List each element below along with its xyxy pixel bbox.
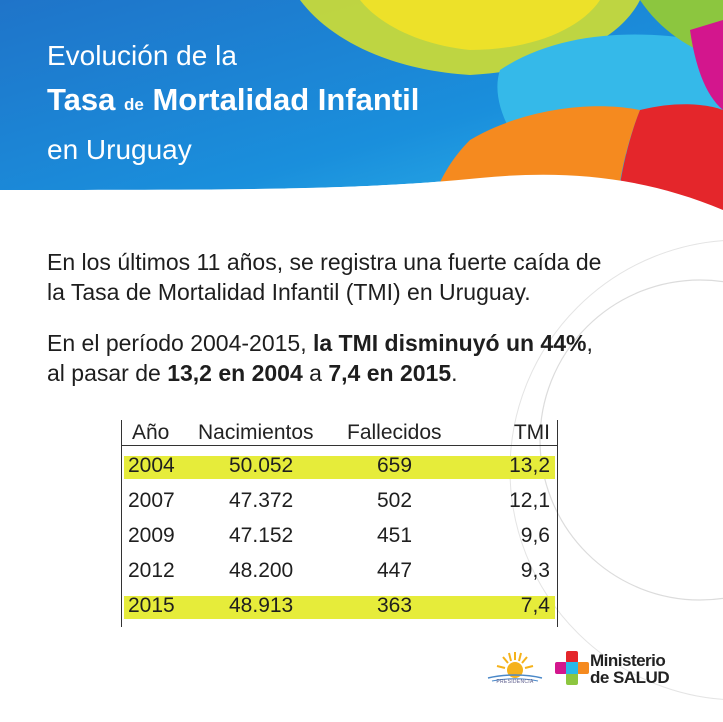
row-highlight <box>124 456 555 479</box>
intro-line-1: En los últimos 11 años, se registra una … <box>47 249 602 275</box>
header-births: Nacimientos <box>198 421 314 444</box>
cell-tmi: 7,4 <box>520 594 550 617</box>
cell-tmi: 12,1 <box>509 489 550 512</box>
table-row: 2012 48.200 447 9,3 <box>121 555 558 589</box>
cell-year: 2012 <box>128 559 175 582</box>
summary-highlight: la TMI disminuyó un 44% <box>312 330 587 356</box>
table-row: 2007 47.372 502 12,1 <box>121 485 558 519</box>
table-row: 2009 47.152 451 9,6 <box>121 520 558 554</box>
cell-tmi: 9,3 <box>520 559 550 582</box>
row-highlight <box>124 596 555 619</box>
table-frame <box>121 420 558 627</box>
cell-births: 47.372 <box>229 489 294 512</box>
title-mortalidad: Mortalidad Infantil <box>152 82 420 117</box>
table-row: 2015 48.913 363 7,4 <box>121 590 558 624</box>
cell-births: 47.152 <box>229 524 294 547</box>
cell-deaths: 502 <box>377 489 413 512</box>
cell-year: 2007 <box>128 489 175 512</box>
cell-deaths: 363 <box>377 594 413 617</box>
cell-births: 50.052 <box>229 454 294 477</box>
summary-text: a <box>302 360 329 386</box>
title-tasa: Tasa <box>47 82 116 117</box>
intro-line-2: la Tasa de Mortalidad Infantil (TMI) en … <box>47 279 531 305</box>
ministerio-label-2: de SALUD <box>590 668 670 687</box>
summary-paragraph: En el período 2004-2015, la TMI disminuy… <box>47 328 593 388</box>
cell-births: 48.913 <box>229 594 294 617</box>
header-tmi: TMI <box>513 421 550 444</box>
presidencia-sun-logo <box>487 652 543 682</box>
mortality-table: Año Nacimientos Fallecidos TMI 2004 50.0… <box>121 420 558 627</box>
header-rule <box>121 445 558 446</box>
header-deaths: Fallecidos <box>347 421 442 444</box>
summary-text: . <box>451 360 458 386</box>
cell-births: 48.200 <box>229 559 294 582</box>
title-line-1: Evolución de la <box>47 40 237 71</box>
ministerio-cross-icon <box>555 651 589 685</box>
ministerio-label-1: Ministerio <box>590 651 666 670</box>
summary-text: En el período 2004-2015, <box>47 330 313 356</box>
summary-highlight: 13,2 en 2004 <box>167 360 303 386</box>
cell-deaths: 451 <box>377 524 413 547</box>
intro-paragraph: En los últimos 11 años, se registra una … <box>47 247 601 307</box>
table-row: 2004 50.052 659 13,2 <box>121 450 558 484</box>
summary-text: , <box>586 330 593 356</box>
title-de: de <box>123 95 144 114</box>
cell-tmi: 9,6 <box>520 524 550 547</box>
cell-tmi: 13,2 <box>509 454 550 477</box>
title-line-2: Tasa de Mortalidad Infantil <box>47 82 419 118</box>
summary-line-1: En el período 2004-2015, la TMI disminuy… <box>47 328 593 358</box>
summary-highlight: 7,4 en 2015 <box>328 360 452 386</box>
cell-deaths: 447 <box>377 559 413 582</box>
cell-year: 2015 <box>128 594 175 617</box>
cell-year: 2009 <box>128 524 175 547</box>
title-line-3: en Uruguay <box>47 134 192 165</box>
cell-deaths: 659 <box>377 454 413 477</box>
header-year: Año <box>132 421 170 444</box>
summary-text: al pasar de <box>47 360 168 386</box>
summary-line-2: al pasar de 13,2 en 2004 a 7,4 en 2015. <box>47 358 593 388</box>
presidencia-label: PRESIDENCIA <box>496 679 534 685</box>
cell-year: 2004 <box>128 454 175 477</box>
